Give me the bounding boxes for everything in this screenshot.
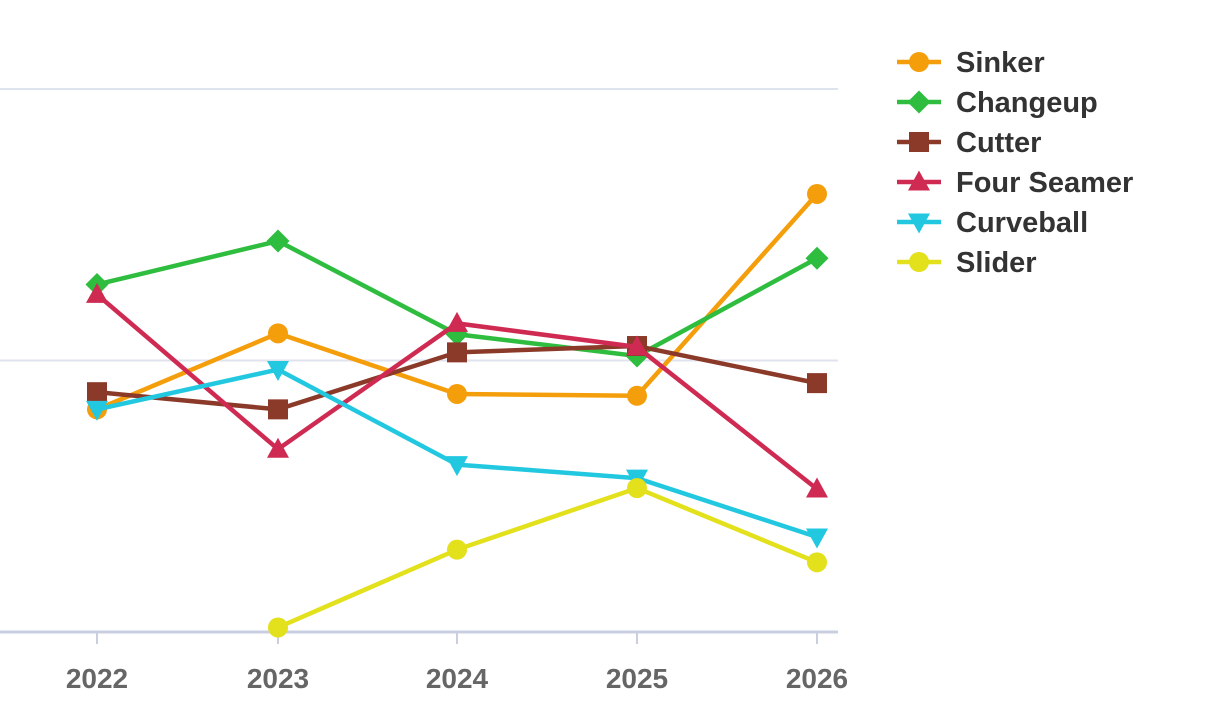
series-four-seamer [86,282,828,498]
circle-marker [807,552,827,573]
legend-label: Changeup [956,87,1098,119]
diamond-marker [907,90,931,114]
x-axis-ticks: 2022 2023 2024 2025 2026 [66,632,848,694]
triangle-down-marker [267,361,289,382]
legend-item: Cutter [897,127,1041,159]
square-marker [268,399,288,420]
legend: Sinker Changeup Cutter Four Seamer Curveball… [897,47,1133,279]
legend-item: Curveball [897,207,1088,239]
triangle-down-marker [446,456,468,477]
circle-marker [268,617,288,638]
triangle-down-marker [86,400,108,421]
legend-item: Changeup [897,87,1098,119]
x-tick-label: 2023 [247,663,309,694]
series-slider [268,478,827,638]
square-marker [909,132,929,152]
legend-label: Four Seamer [956,167,1133,199]
legend-label: Sinker [956,47,1045,79]
triangle-down-marker [806,528,828,549]
legend-item: Sinker [897,47,1045,79]
triangle-up-marker [626,335,648,356]
diamond-marker [805,246,829,270]
x-tick-label: 2025 [606,663,668,694]
circle-marker [909,52,929,72]
legend-label: Slider [956,247,1037,279]
x-tick-label: 2026 [786,663,848,694]
series-lines [85,183,829,638]
series-curveball [86,361,828,549]
legend-label: Curveball [956,207,1088,239]
series-line [96,192,819,412]
circle-marker [447,383,467,404]
triangle-down-marker [908,213,930,234]
circle-marker [627,478,647,499]
triangle-up-marker [267,437,289,458]
series-line [277,485,818,630]
legend-item: Four Seamer [897,167,1133,199]
diamond-marker [266,229,290,253]
x-tick-label: 2022 [66,663,128,694]
square-marker [807,373,827,394]
circle-marker [627,385,647,406]
x-tick-label: 2024 [426,663,489,694]
triangle-up-marker [806,477,828,498]
square-marker [447,342,467,363]
legend-item: Slider [897,247,1037,279]
circle-marker [268,323,288,344]
series-sinker [87,183,827,420]
circle-marker [447,539,467,560]
triangle-up-marker [86,282,108,303]
triangle-up-marker [446,311,468,332]
circle-marker [807,183,827,204]
legend-label: Cutter [956,127,1041,159]
triangle-up-marker [908,170,930,191]
square-marker [87,382,107,403]
circle-marker [909,252,929,272]
